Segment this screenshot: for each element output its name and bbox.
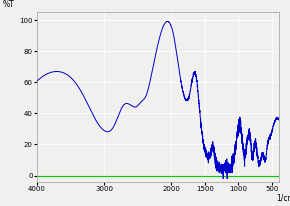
X-axis label: 1/cm: 1/cm	[276, 194, 290, 202]
Y-axis label: %T: %T	[2, 0, 14, 9]
